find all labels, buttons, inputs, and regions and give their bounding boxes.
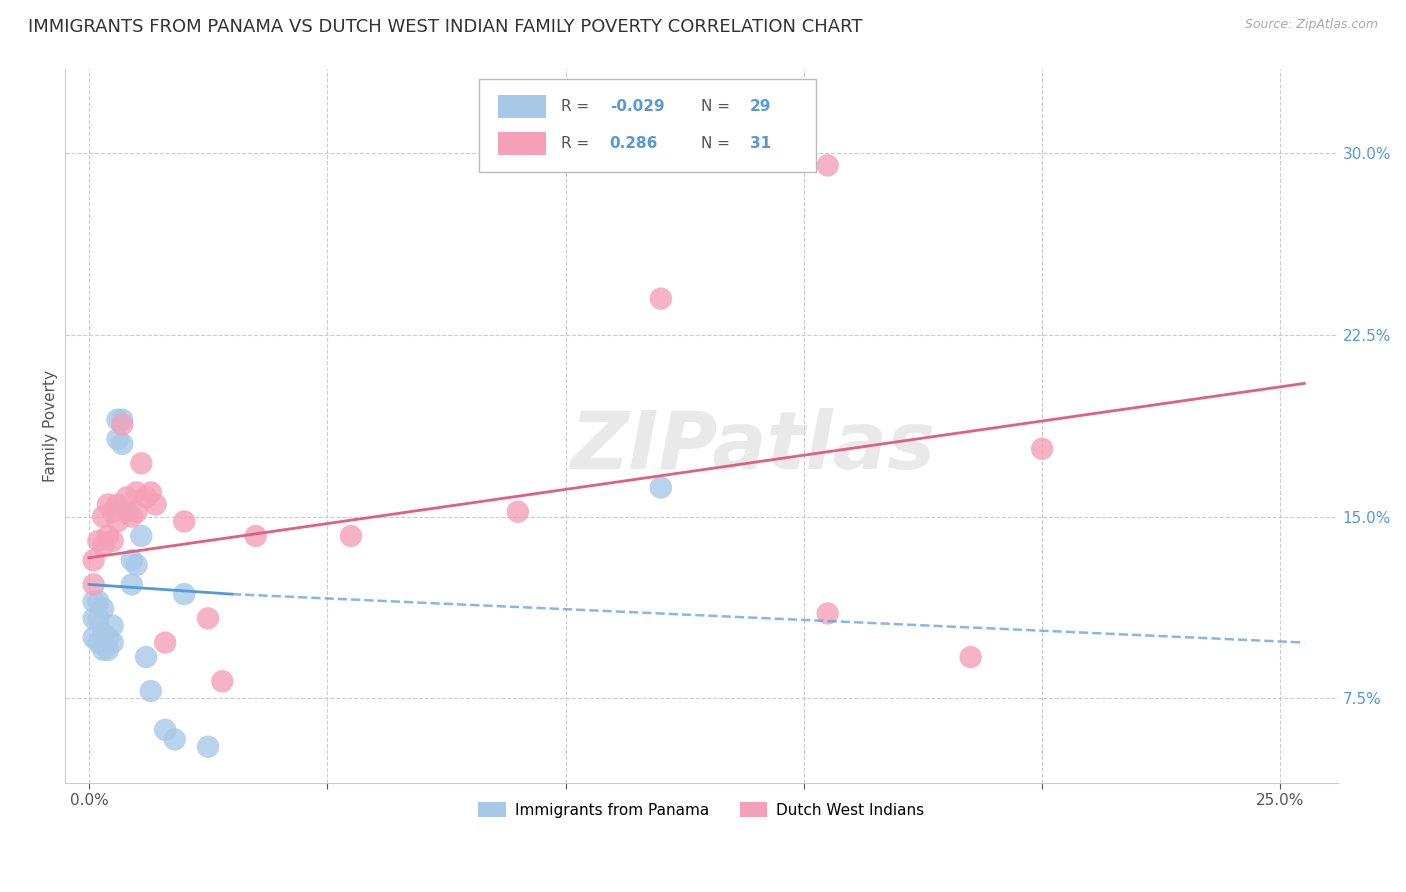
Text: 0.286: 0.286 <box>610 136 658 151</box>
Point <box>650 292 672 306</box>
Point <box>245 529 267 543</box>
Point <box>131 456 153 470</box>
Point <box>83 553 105 567</box>
Point <box>101 635 124 649</box>
Text: 31: 31 <box>749 136 770 151</box>
Point <box>101 618 124 632</box>
Point <box>163 732 186 747</box>
Point <box>97 498 120 512</box>
Point <box>121 577 143 591</box>
Point <box>83 611 105 625</box>
Point <box>506 505 529 519</box>
Point <box>87 533 110 548</box>
Text: Source: ZipAtlas.com: Source: ZipAtlas.com <box>1244 18 1378 31</box>
Point <box>83 594 105 608</box>
Point <box>153 635 176 649</box>
Point <box>197 739 219 754</box>
Point <box>125 485 148 500</box>
Point <box>121 509 143 524</box>
Point <box>91 509 114 524</box>
Point <box>91 625 114 640</box>
Point <box>107 432 129 446</box>
Point <box>153 723 176 737</box>
Point <box>125 558 148 572</box>
Point <box>115 490 138 504</box>
Point <box>101 505 124 519</box>
Point <box>650 481 672 495</box>
Point <box>107 498 129 512</box>
Point <box>107 515 129 529</box>
Text: R =: R = <box>561 136 589 151</box>
Point <box>97 643 120 657</box>
Text: ZIPatlas: ZIPatlas <box>569 409 935 486</box>
Point <box>139 485 162 500</box>
Point <box>145 498 167 512</box>
Text: N =: N = <box>702 99 730 114</box>
Point <box>125 505 148 519</box>
Point <box>111 437 134 451</box>
Point <box>1031 442 1053 456</box>
Point <box>817 158 839 172</box>
Point <box>91 539 114 553</box>
Point <box>91 643 114 657</box>
Legend: Immigrants from Panama, Dutch West Indians: Immigrants from Panama, Dutch West India… <box>471 794 932 825</box>
Text: R =: R = <box>561 99 589 114</box>
Point <box>83 631 105 645</box>
FancyBboxPatch shape <box>498 95 546 118</box>
Point <box>87 594 110 608</box>
Point <box>340 529 363 543</box>
Point <box>121 553 143 567</box>
Point <box>173 515 195 529</box>
Text: 29: 29 <box>749 99 770 114</box>
Text: N =: N = <box>702 136 730 151</box>
Point <box>197 611 219 625</box>
Point <box>817 607 839 621</box>
Point <box>97 631 120 645</box>
FancyBboxPatch shape <box>478 79 815 172</box>
Point <box>135 490 157 504</box>
Point <box>111 417 134 432</box>
Y-axis label: Family Poverty: Family Poverty <box>44 370 58 482</box>
Point <box>211 674 233 689</box>
Point <box>111 413 134 427</box>
Text: IMMIGRANTS FROM PANAMA VS DUTCH WEST INDIAN FAMILY POVERTY CORRELATION CHART: IMMIGRANTS FROM PANAMA VS DUTCH WEST IND… <box>28 18 863 36</box>
Point <box>83 577 105 591</box>
FancyBboxPatch shape <box>498 132 546 155</box>
Point <box>91 601 114 615</box>
Point <box>959 650 981 665</box>
Text: -0.029: -0.029 <box>610 99 665 114</box>
Point <box>131 529 153 543</box>
Point <box>173 587 195 601</box>
Point <box>87 635 110 649</box>
Point <box>139 684 162 698</box>
Point <box>97 529 120 543</box>
Point <box>107 413 129 427</box>
Point <box>87 611 110 625</box>
Point <box>115 505 138 519</box>
Point <box>135 650 157 665</box>
Point <box>101 533 124 548</box>
